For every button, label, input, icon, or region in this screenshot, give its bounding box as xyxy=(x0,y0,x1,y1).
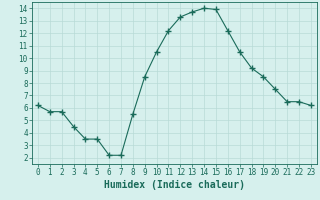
X-axis label: Humidex (Indice chaleur): Humidex (Indice chaleur) xyxy=(104,180,245,190)
